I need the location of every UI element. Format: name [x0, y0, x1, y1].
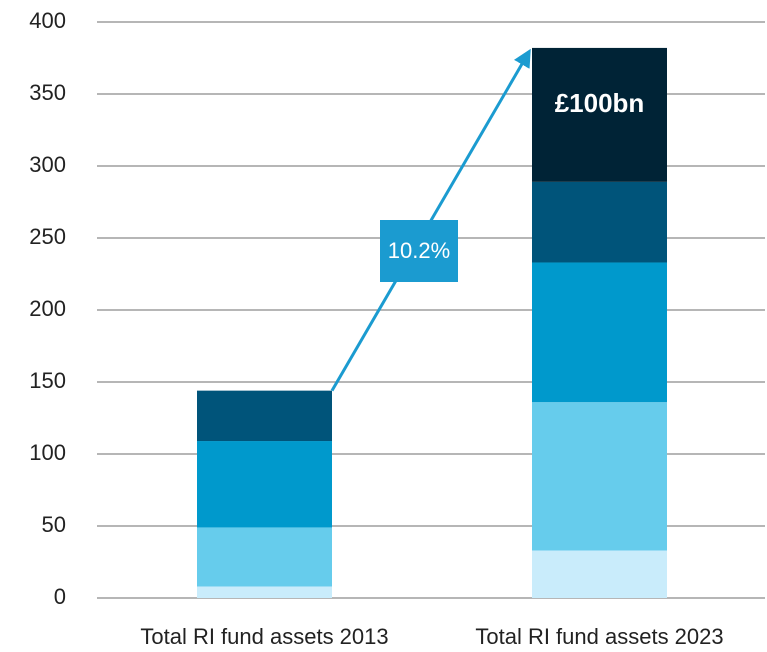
bar-segment	[532, 550, 667, 598]
x-tick-label: Total RI fund assets 2013	[140, 624, 388, 649]
bar-segment	[197, 527, 332, 587]
bar-segment	[532, 181, 667, 263]
y-tick-label: 0	[54, 584, 66, 609]
y-tick-label: 200	[29, 296, 66, 321]
y-tick-label: 150	[29, 368, 66, 393]
y-tick-label: 300	[29, 152, 66, 177]
bar-segment	[197, 441, 332, 528]
y-tick-label: 250	[29, 224, 66, 249]
y-tick-label: 400	[29, 8, 66, 33]
y-tick-label: 100	[29, 440, 66, 465]
growth-label-box	[380, 220, 458, 282]
y-tick-label: 50	[42, 512, 66, 537]
bar-segment	[197, 586, 332, 598]
segment-label: £100bn	[555, 88, 645, 118]
bar-segment	[197, 390, 332, 442]
bar-segment	[532, 402, 667, 551]
growth-label: 10.2%	[388, 238, 450, 263]
x-tick-label: Total RI fund assets 2023	[475, 624, 723, 649]
bar-segment	[532, 47, 667, 182]
y-tick-label: 350	[29, 80, 66, 105]
bar-segment	[532, 262, 667, 403]
